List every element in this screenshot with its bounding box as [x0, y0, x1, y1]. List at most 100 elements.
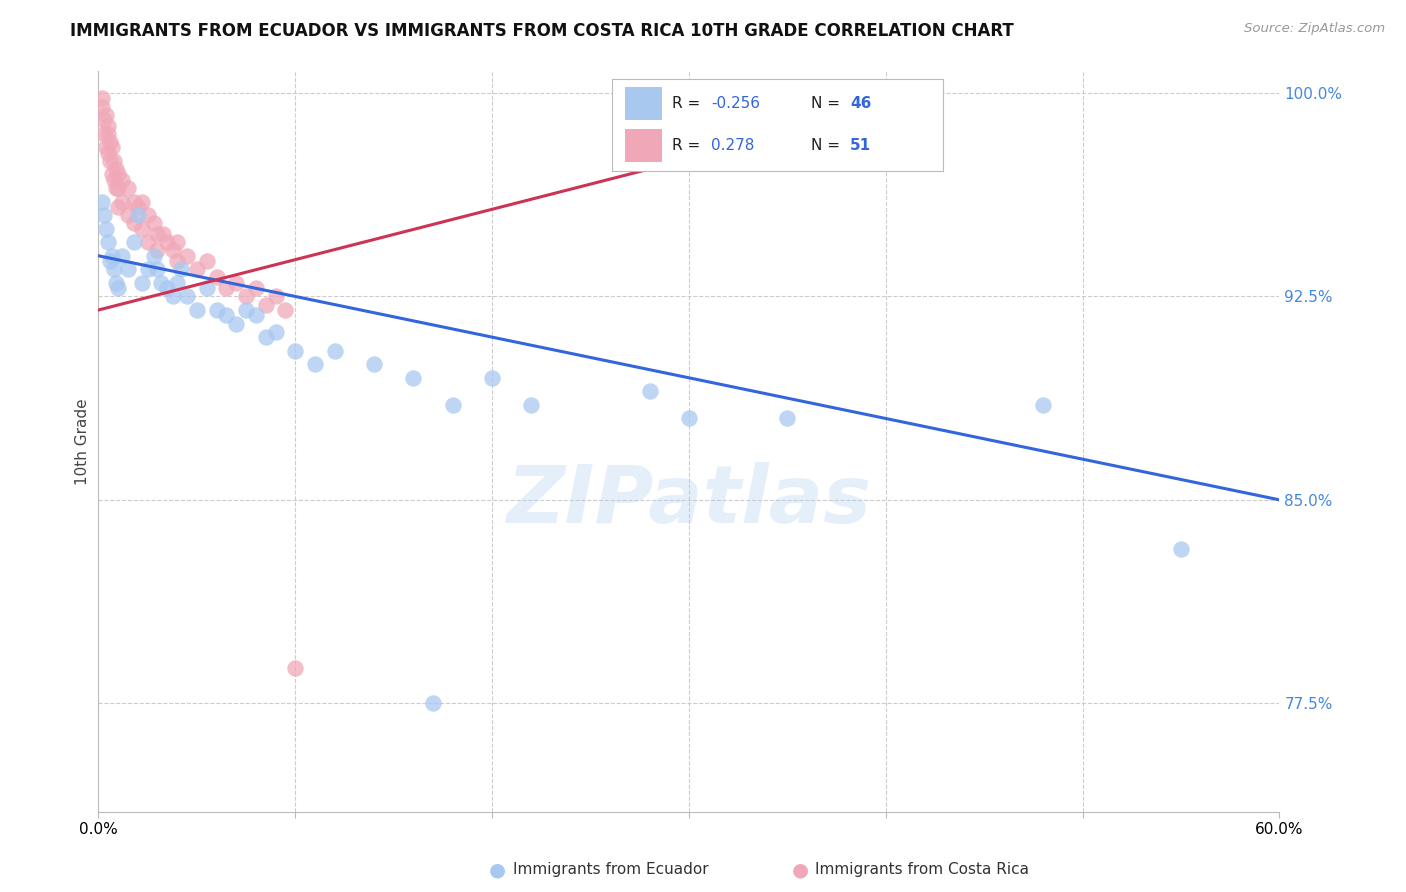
Point [146, 227, 169, 241]
Point [284, 661, 307, 675]
Point [402, 371, 425, 385]
Point [146, 244, 169, 258]
Point [105, 161, 128, 176]
Point [441, 398, 464, 412]
Point [105, 181, 128, 195]
Point [215, 309, 238, 323]
Point [111, 173, 134, 187]
Point [107, 181, 129, 195]
Point [96, 221, 118, 235]
Point [186, 303, 208, 318]
Point [225, 317, 247, 331]
Point [225, 276, 247, 290]
Point [101, 249, 124, 263]
Point [107, 281, 129, 295]
Point [166, 235, 188, 250]
Point [136, 235, 159, 250]
Point [107, 168, 129, 182]
Point [111, 249, 134, 263]
Point [166, 276, 188, 290]
Point [103, 262, 125, 277]
Point [96, 140, 118, 154]
Point [103, 153, 125, 168]
Point [195, 254, 218, 268]
Point [107, 200, 129, 214]
Point [274, 303, 297, 318]
Text: Immigrants from Ecuador: Immigrants from Ecuador [513, 863, 709, 877]
Point [131, 276, 153, 290]
Point [142, 249, 165, 263]
Point [776, 411, 799, 425]
Point [98, 254, 121, 268]
Point [117, 262, 139, 277]
Point [156, 281, 179, 295]
Point [91, 100, 114, 114]
Point [638, 384, 661, 399]
Point [131, 221, 153, 235]
Text: ZIPatlas: ZIPatlas [506, 462, 872, 540]
Point [245, 281, 267, 295]
Point [93, 127, 115, 141]
Point [186, 262, 208, 277]
Point [170, 262, 193, 277]
Point [205, 303, 228, 318]
Point [245, 309, 267, 323]
Point [235, 289, 257, 303]
Point [105, 276, 128, 290]
Point [254, 330, 277, 344]
Point [97, 119, 120, 133]
Text: ●: ● [489, 860, 506, 880]
Point [1170, 541, 1192, 556]
Point [98, 153, 121, 168]
Point [96, 108, 118, 122]
Point [136, 262, 159, 277]
Point [520, 398, 543, 412]
Point [117, 208, 139, 222]
Point [101, 168, 124, 182]
Point [111, 194, 134, 209]
Point [323, 343, 346, 358]
Point [101, 140, 124, 154]
Point [176, 289, 198, 303]
Point [146, 262, 169, 277]
Point [97, 145, 120, 160]
Text: IMMIGRANTS FROM ECUADOR VS IMMIGRANTS FROM COSTA RICA 10TH GRADE CORRELATION CHA: IMMIGRANTS FROM ECUADOR VS IMMIGRANTS FR… [70, 22, 1014, 40]
Point [152, 227, 174, 241]
Text: Source: ZipAtlas.com: Source: ZipAtlas.com [1244, 22, 1385, 36]
Point [176, 249, 198, 263]
Point [481, 371, 503, 385]
Point [150, 276, 173, 290]
Point [97, 127, 120, 141]
Point [122, 235, 145, 250]
Point [122, 194, 145, 209]
Point [142, 216, 165, 230]
Point [91, 91, 114, 105]
Point [264, 325, 287, 339]
Point [215, 281, 238, 295]
Point [98, 135, 121, 149]
Point [122, 216, 145, 230]
Point [284, 343, 307, 358]
Point [195, 281, 218, 295]
Text: ●: ● [792, 860, 808, 880]
Point [678, 411, 700, 425]
Point [103, 173, 125, 187]
Text: Immigrants from Costa Rica: Immigrants from Costa Rica [815, 863, 1029, 877]
Point [131, 194, 153, 209]
Point [422, 696, 444, 710]
Point [97, 235, 120, 250]
Point [363, 357, 385, 371]
Point [156, 235, 179, 250]
Point [235, 303, 257, 318]
Point [166, 254, 188, 268]
Point [304, 357, 326, 371]
Point [264, 289, 287, 303]
Point [1032, 398, 1054, 412]
Point [162, 244, 184, 258]
Y-axis label: 10th Grade: 10th Grade [75, 398, 90, 485]
Point [136, 208, 159, 222]
Point [91, 194, 114, 209]
Point [205, 270, 228, 285]
Point [127, 208, 149, 222]
Point [162, 289, 184, 303]
